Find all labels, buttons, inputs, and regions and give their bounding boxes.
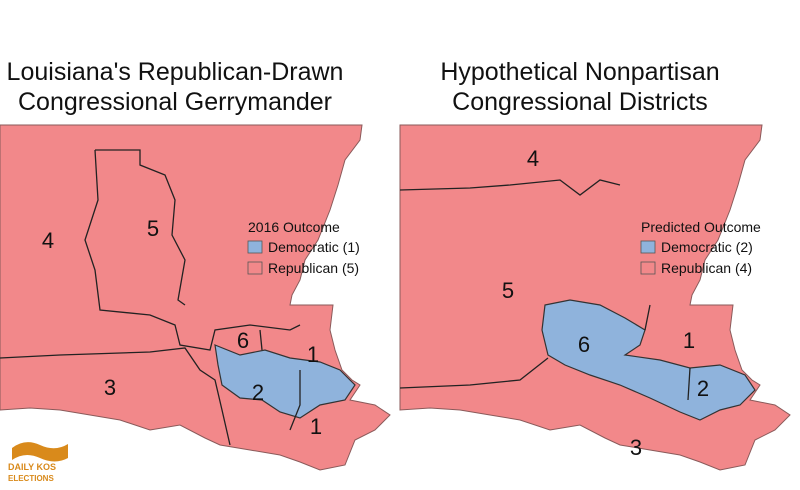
district-label: 2 bbox=[252, 380, 264, 405]
district-label: 1 bbox=[307, 342, 319, 367]
district-border bbox=[84, 149, 301, 351]
district-border bbox=[259, 329, 301, 431]
map-title: Congressional Districts bbox=[452, 88, 708, 116]
legend-label: Democratic (1) bbox=[268, 239, 360, 255]
district-label: 6 bbox=[578, 332, 590, 357]
district-label: 1 bbox=[310, 414, 322, 439]
district-border bbox=[0, 347, 231, 446]
logo-flag bbox=[12, 442, 68, 462]
district-label: 2 bbox=[697, 376, 709, 401]
map-title: Hypothetical Nonpartisan bbox=[440, 58, 719, 86]
district-label: 6 bbox=[237, 328, 249, 353]
district-label: 4 bbox=[527, 146, 539, 171]
map-title: Congressional Gerrymander bbox=[18, 88, 332, 116]
district-label: 4 bbox=[42, 228, 54, 253]
district-label: 5 bbox=[502, 278, 514, 303]
right-map: Hypothetical Nonpartisan Congressional D… bbox=[399, 58, 791, 471]
logo-text: DAILY KOS bbox=[8, 462, 56, 472]
democratic-district bbox=[214, 344, 356, 419]
legend-swatch bbox=[640, 261, 656, 275]
logo-text: ELECTIONS bbox=[8, 474, 54, 483]
state-shape bbox=[0, 124, 391, 471]
map-title: Louisiana's Republican-Drawn bbox=[7, 58, 344, 86]
state-shape bbox=[399, 124, 791, 471]
district-label: 3 bbox=[104, 375, 116, 400]
district-label: 1 bbox=[683, 328, 695, 353]
legend-swatch bbox=[640, 240, 656, 254]
district-label: 5 bbox=[147, 216, 159, 241]
legend-title: 2016 Outcome bbox=[248, 219, 340, 235]
legend-swatch bbox=[247, 240, 263, 254]
district-border bbox=[399, 304, 691, 401]
legend-title: Predicted Outcome bbox=[641, 219, 761, 235]
district-border bbox=[95, 149, 186, 306]
left-map: Louisiana's Republican-Drawn Congression… bbox=[0, 58, 391, 471]
legend-label: Republican (5) bbox=[268, 260, 359, 276]
district-label: 3 bbox=[630, 435, 642, 460]
democratic-districts bbox=[541, 299, 756, 421]
legend-label: Republican (4) bbox=[661, 260, 752, 276]
district-border bbox=[399, 179, 621, 196]
legend-label: Democratic (2) bbox=[661, 239, 753, 255]
logo: DAILY KOS ELECTIONS bbox=[8, 442, 68, 483]
legend-swatch bbox=[247, 261, 263, 275]
